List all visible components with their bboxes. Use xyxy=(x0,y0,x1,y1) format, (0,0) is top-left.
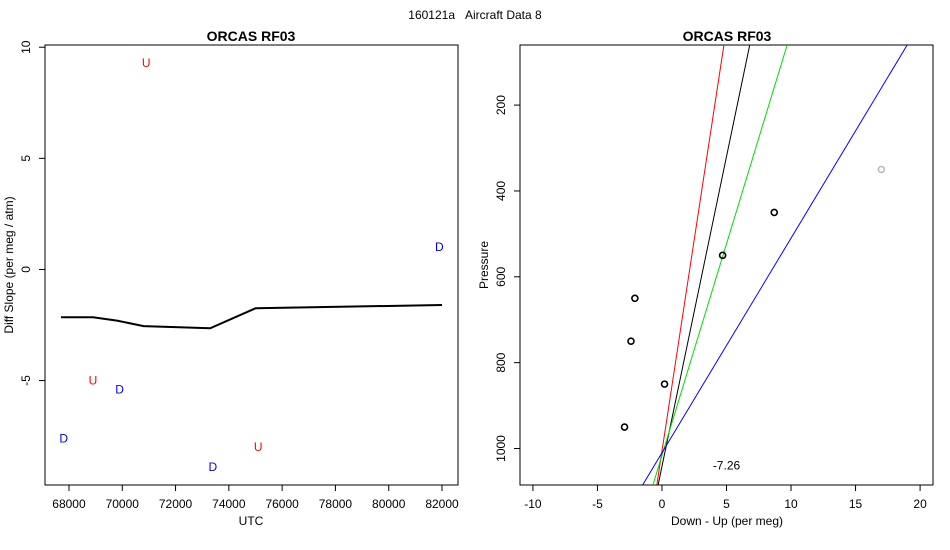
suptitle: 160121a Aircraft Data 8 xyxy=(408,8,542,22)
x-tick-label-right: 20 xyxy=(913,497,927,511)
y-tick-label-left: 5 xyxy=(19,155,33,162)
x-tick-label-left: 82000 xyxy=(425,497,459,511)
y-tick-label-right: 800 xyxy=(494,352,508,372)
y-tick-label-left: -5 xyxy=(19,375,33,386)
marker-label: U xyxy=(89,374,98,388)
data-point xyxy=(877,165,886,174)
x-tick-label-left: 70000 xyxy=(106,497,140,511)
x-tick-label-left: 72000 xyxy=(159,497,193,511)
y-axis-label-left: Diff Slope (per meg / atm) xyxy=(2,196,16,333)
x-ticks-left: 68000 70000 72000 74000 76000 78000 80000 82000 xyxy=(52,484,459,511)
x-axis-label-right: Down - Up (per meg) xyxy=(671,514,783,528)
y-tick-label-right: 600 xyxy=(494,266,508,286)
fit-line xyxy=(657,45,751,485)
plot-frame-left xyxy=(44,44,459,486)
y-tick-label-left: 10 xyxy=(19,40,33,54)
y-ticks-right: 200 400 600 800 1000 xyxy=(494,95,521,462)
x-tick-label-right: 10 xyxy=(784,497,798,511)
x-tick-label-right: -10 xyxy=(524,497,542,511)
marker-label: D xyxy=(115,382,124,396)
data-point xyxy=(770,208,779,217)
points-right xyxy=(620,165,886,431)
x-tick-label-left: 74000 xyxy=(212,497,246,511)
data-point xyxy=(627,337,635,345)
x-tick-label-left: 76000 xyxy=(265,497,299,511)
x-tick-label-right: 0 xyxy=(659,497,666,511)
panel-diff-slope: ORCAS RF03 UTC Diff Slope (per meg / atm… xyxy=(2,28,459,528)
chart-title-left: ORCAS RF03 xyxy=(207,28,296,44)
y-axis-label-right: Pressure xyxy=(477,241,491,289)
y-tick-label-left: 0 xyxy=(19,266,33,273)
x-tick-label-right: 15 xyxy=(849,497,863,511)
markers-left: U U D D D U D xyxy=(59,56,444,474)
chart-title-right: ORCAS RF03 xyxy=(683,28,772,44)
x-tick-label-right: 5 xyxy=(723,497,730,511)
data-point xyxy=(620,423,629,431)
panel-pressure: ORCAS RF03 Down - Up (per meg) Pressure … xyxy=(477,28,934,528)
fit-line xyxy=(642,45,908,485)
x-tick-label-left: 78000 xyxy=(319,497,353,511)
x-ticks-right: -10 -5 0 5 10 15 20 xyxy=(524,484,927,511)
marker-label: U xyxy=(142,56,151,70)
series-left xyxy=(61,304,443,330)
annotation-value: -7.26 xyxy=(713,459,741,473)
y-ticks-left: -5 0 5 10 xyxy=(19,40,46,386)
y-tick-label-right: 200 xyxy=(494,95,508,115)
fit-line xyxy=(652,45,788,485)
x-axis-label-left: UTC xyxy=(239,514,264,528)
y-tick-label-right: 1000 xyxy=(494,435,508,462)
marker-label: U xyxy=(254,440,263,454)
plot-frame-right xyxy=(519,44,934,486)
marker-label: D xyxy=(59,431,68,445)
x-tick-label-left: 68000 xyxy=(52,497,86,511)
marker-label: D xyxy=(209,460,218,474)
data-point xyxy=(718,251,727,260)
data-point xyxy=(631,294,639,303)
fit-lines-right xyxy=(642,45,908,485)
data-point xyxy=(660,380,669,388)
suptitle-id: 160121a xyxy=(408,8,455,22)
series-line xyxy=(61,304,443,330)
y-tick-label-right: 400 xyxy=(494,181,508,201)
suptitle-text: Aircraft Data 8 xyxy=(465,8,542,22)
x-tick-label-right: -5 xyxy=(592,497,603,511)
fit-line xyxy=(656,45,725,485)
marker-label: D xyxy=(435,240,444,254)
x-tick-label-left: 80000 xyxy=(372,497,406,511)
